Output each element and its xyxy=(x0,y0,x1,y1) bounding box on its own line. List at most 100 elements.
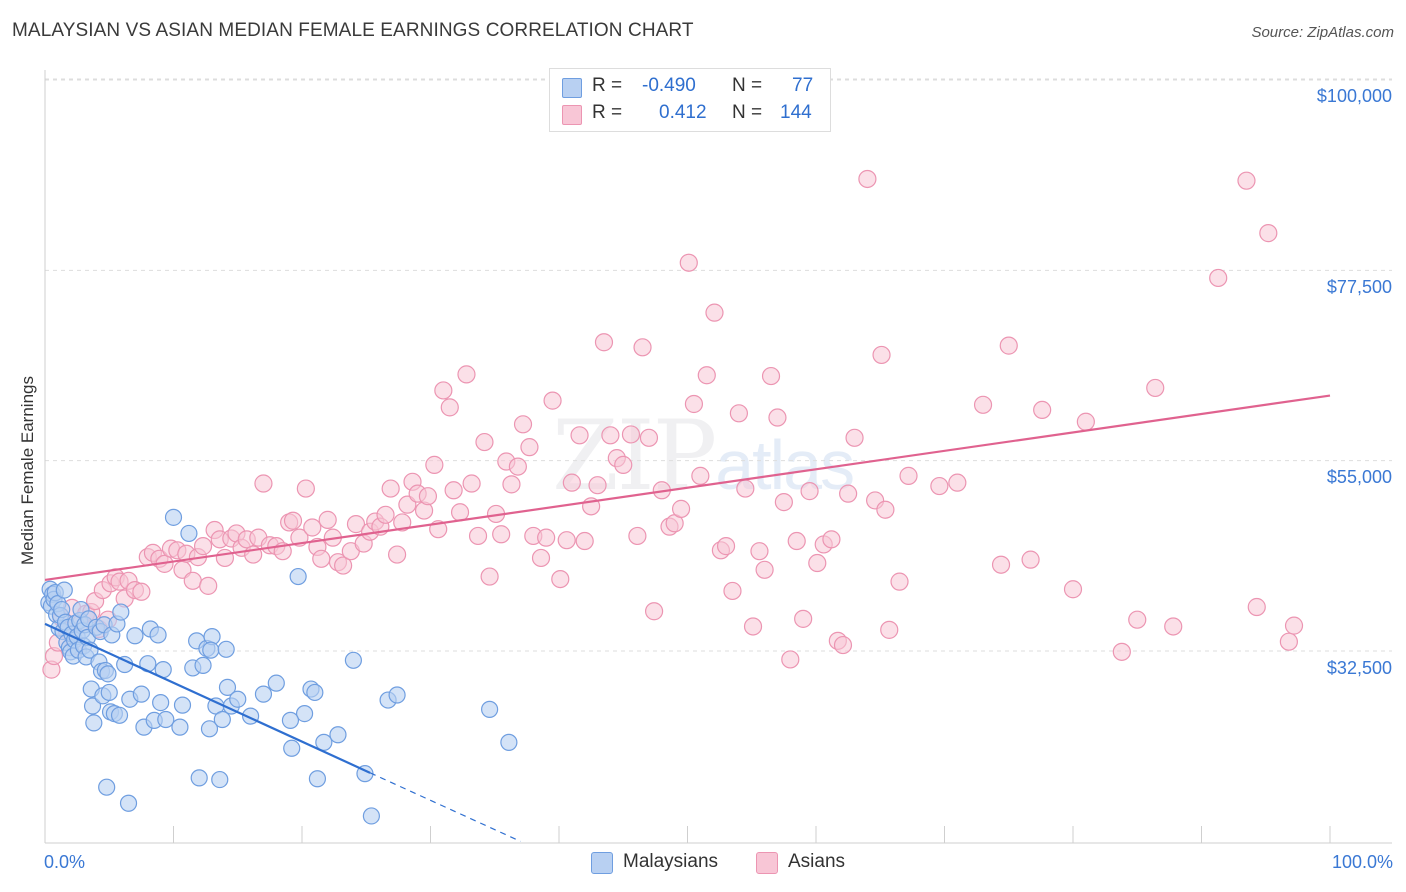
asian-point xyxy=(930,476,949,496)
malaysian-point xyxy=(110,706,129,724)
malaysian-point xyxy=(229,690,247,708)
asian-point xyxy=(743,617,763,636)
malaysian-point xyxy=(289,567,307,586)
asian-point xyxy=(376,505,395,524)
asian-point xyxy=(723,581,742,601)
legend-swatch-malaysians xyxy=(562,78,582,98)
asian-point xyxy=(1146,378,1165,398)
asian-point xyxy=(768,408,787,427)
asian-point xyxy=(633,338,652,357)
asian-point xyxy=(839,484,858,503)
asian-point xyxy=(570,426,589,445)
malaysian-point xyxy=(173,696,192,714)
asian-point xyxy=(858,169,877,189)
asian-point xyxy=(520,438,539,457)
malaysian-point xyxy=(126,627,144,645)
malaysian-point xyxy=(306,683,324,702)
malaysian-point xyxy=(132,685,150,703)
asian-point xyxy=(1237,171,1256,190)
legend-n-value-malaysians: 77 xyxy=(792,75,814,96)
chart-title: MALAYSIAN VS ASIAN MEDIAN FEMALE EARNING… xyxy=(12,20,694,41)
malaysian-point xyxy=(281,711,300,729)
malaysian-points xyxy=(40,508,518,825)
correlation-legend: R = -0.490 N = 77 R = 0.412 N = 144 xyxy=(549,68,831,132)
asian-point xyxy=(1247,597,1266,617)
asian-point xyxy=(183,571,202,590)
asian-point xyxy=(1076,412,1095,431)
asian-point xyxy=(705,303,724,322)
asian-point xyxy=(283,511,303,530)
legend-r-label: R = xyxy=(592,75,623,96)
asian-point xyxy=(551,569,570,589)
asian-point xyxy=(303,518,322,537)
axes xyxy=(44,70,1392,844)
asian-point xyxy=(434,381,453,400)
asian-point xyxy=(1063,580,1083,599)
malaysian-point xyxy=(388,686,406,704)
y-tick-label-55000: $55,000 xyxy=(1326,467,1392,487)
x-tick-label-min: 0.0% xyxy=(44,852,86,872)
malaysian-point xyxy=(164,508,183,526)
y-axis-label: Median Female Earnings xyxy=(18,376,37,565)
asian-point xyxy=(1209,268,1228,288)
asian-point xyxy=(1033,400,1052,420)
legend-r-label: R = xyxy=(592,102,623,123)
malaysian-point xyxy=(85,714,103,732)
asian-point xyxy=(822,530,841,549)
asian-point xyxy=(346,515,366,534)
legend-n-label: N = xyxy=(732,75,763,96)
asian-point xyxy=(876,500,895,519)
asian-point xyxy=(697,366,716,385)
malaysian-point xyxy=(100,683,118,702)
asian-point xyxy=(440,398,459,417)
asian-point xyxy=(334,556,353,575)
asian-point xyxy=(462,474,481,493)
malaysian-point xyxy=(481,700,499,718)
asian-point xyxy=(948,473,967,492)
asian-point xyxy=(492,525,511,544)
asian-point xyxy=(132,582,151,601)
asian-point xyxy=(425,455,444,474)
asian-point xyxy=(999,336,1018,355)
asian-point xyxy=(381,479,400,498)
legend-label-asians: Asians xyxy=(788,851,846,872)
asian-point xyxy=(1021,550,1040,569)
malaysian-point xyxy=(218,678,237,696)
source-credit: Source: ZipAtlas.com xyxy=(1251,24,1394,41)
asian-point xyxy=(679,253,698,272)
malaysian-point xyxy=(180,524,198,543)
malaysian-point xyxy=(190,769,208,787)
malaysian-trend-line xyxy=(44,622,371,774)
asian-points xyxy=(42,169,1304,679)
malaysian-point xyxy=(254,685,273,703)
asian-point xyxy=(537,528,556,547)
legend-r-value-malaysians: -0.490 xyxy=(642,75,696,96)
malaysian-point xyxy=(295,704,314,723)
malaysian-point xyxy=(202,641,220,659)
y-tick-label-32500: $32,500 xyxy=(1326,658,1392,678)
asian-point xyxy=(531,548,551,568)
asian-point xyxy=(480,567,499,586)
asian-point xyxy=(845,428,864,447)
malaysian-point xyxy=(315,733,333,751)
asian-point xyxy=(787,531,806,551)
asian-point xyxy=(691,466,710,485)
malaysian-point xyxy=(157,710,175,729)
asian-point xyxy=(387,545,407,564)
legend-swatch-asians xyxy=(756,852,778,874)
watermark: ZIPatlas xyxy=(552,400,855,512)
asian-point xyxy=(444,481,463,500)
asian-point xyxy=(781,650,800,669)
asian-point xyxy=(502,475,521,494)
legend-n-label: N = xyxy=(732,102,763,123)
asian-point xyxy=(872,345,891,365)
x-tick-label-max: 100.0% xyxy=(1331,852,1393,872)
malaysian-trend-extension xyxy=(369,772,521,842)
asian-point xyxy=(628,526,647,546)
asian-point xyxy=(543,391,562,410)
asian-point xyxy=(575,531,594,551)
asian-trend-line xyxy=(44,394,1331,582)
asian-point xyxy=(199,576,218,595)
asian-point xyxy=(800,482,819,501)
